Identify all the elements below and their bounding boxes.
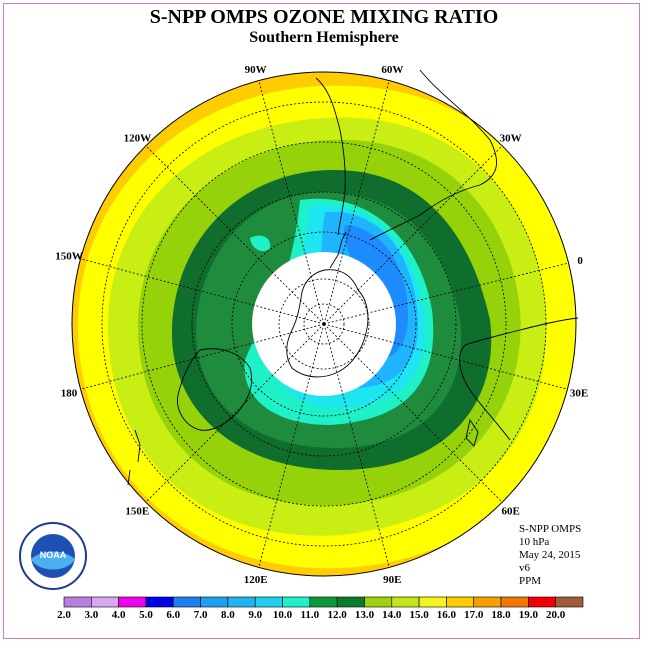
colorbar-tick-label: 2.0 — [57, 609, 71, 621]
africa-coast — [459, 317, 579, 441]
colorbar-swatch — [391, 596, 420, 608]
colorbar-swatch — [118, 596, 147, 608]
colorbar-swatch — [473, 596, 502, 608]
antarctica-coast — [286, 269, 369, 378]
colorbar-swatch — [418, 596, 447, 608]
meridian-line — [145, 145, 325, 325]
image-frame — [3, 3, 640, 639]
meridian-line — [258, 323, 325, 568]
info-version: v6 — [519, 562, 530, 574]
noaa-logo: NOAA — [19, 522, 87, 590]
longitude-label: 180 — [61, 387, 78, 399]
latitude-circle-inner — [303, 303, 345, 345]
new-zealand-coast — [127, 429, 141, 486]
colorbar-tick-label: 11.0 — [301, 609, 320, 621]
meridian-line — [258, 80, 325, 325]
colorbar-swatch — [145, 596, 174, 608]
longitude-label: 60W — [381, 64, 403, 76]
colorbar-swatch — [555, 596, 584, 608]
meridian-line — [323, 323, 568, 390]
latitude-circle — [231, 231, 417, 417]
colorbar-tick-label: 4.0 — [112, 609, 126, 621]
meridian-line — [323, 145, 503, 325]
colorbar-tick-label: 13.0 — [355, 609, 375, 621]
meridian-line — [80, 258, 325, 325]
antarctic-peninsula — [329, 231, 347, 269]
colorbar-swatch — [91, 596, 119, 608]
meridian-line — [323, 323, 390, 568]
meridian-line — [323, 323, 503, 503]
colorbar-swatch — [500, 596, 529, 608]
colorbar-swatch — [336, 596, 365, 608]
colorbar-tick-label: 5.0 — [139, 609, 153, 621]
info-date: May 24, 2015 — [519, 549, 581, 561]
colorbar-swatch — [364, 596, 393, 608]
colorbar-tick-label: 15.0 — [409, 609, 429, 621]
colorbar-tick-label: 16.0 — [437, 609, 457, 621]
colorbar-swatch — [309, 596, 338, 608]
longitude-label: 120W — [124, 132, 152, 144]
colorbar-tick-label: 10.0 — [273, 609, 293, 621]
colorbar-tick-label: 8.0 — [221, 609, 235, 621]
colorbar-tick-label: 3.0 — [84, 609, 98, 621]
chart-title: S-NPP OMPS OZONE MIXING RATIO — [149, 6, 499, 28]
longitude-label: 0 — [577, 255, 583, 267]
longitude-label: 150E — [125, 506, 149, 518]
meridian-line — [145, 323, 325, 503]
latitude-circle — [191, 191, 457, 457]
colorbar-swatch — [172, 596, 201, 608]
colorbar-swatch — [200, 596, 229, 608]
colorbar-tick-label: 20.0 — [546, 609, 566, 621]
latitude-circle — [141, 141, 507, 507]
longitude-label: 150W — [55, 251, 83, 263]
colorbar-tick-label: 9.0 — [248, 609, 262, 621]
longitude-label: 90W — [245, 64, 267, 76]
island-10 — [250, 235, 271, 252]
colorbar-swatch — [282, 596, 311, 608]
meridian-line — [323, 80, 390, 325]
madagascar-coast — [465, 418, 479, 447]
colorbar-swatch — [254, 596, 283, 608]
colorbar-tick-label: 12.0 — [328, 609, 348, 621]
south-america-coast — [315, 69, 497, 241]
coastlines — [127, 69, 579, 486]
colorbar-tick-label: 17.0 — [464, 609, 484, 621]
colorbar-swatch — [227, 596, 256, 608]
map-boundary — [71, 71, 577, 577]
colorbar-tick-label: 14.0 — [382, 609, 402, 621]
info-panel: S-NPP OMPS 10 hPa May 24, 2015 v6 PPM — [519, 523, 581, 588]
colorbar-swatch — [446, 596, 475, 608]
longitude-label: 30W — [500, 132, 522, 144]
meridian-line — [80, 323, 325, 390]
info-instrument: S-NPP OMPS — [519, 523, 582, 535]
colorbar-tick-label: 7.0 — [194, 609, 208, 621]
longitude-label: 120E — [244, 574, 268, 586]
colorbar-tick-label: 6.0 — [166, 609, 180, 621]
colorbar-tick-label: 18.0 — [491, 609, 511, 621]
longitude-labels: 90W 60W 30W 0 30E 60E 90E 120E 150E 180 150W 120W — [55, 64, 588, 586]
australia-coast — [177, 348, 253, 431]
colorbar-swatch — [63, 596, 92, 608]
chart-subtitle: Southern Hemisphere — [249, 29, 399, 46]
latitude-circle-inner — [278, 278, 370, 370]
longitude-label: 60E — [502, 506, 520, 518]
longitude-label: 30E — [570, 387, 588, 399]
colorbar-tick-label: 19.0 — [519, 609, 539, 621]
noaa-logo-text: NOAA — [40, 550, 67, 560]
info-level: 10 hPa — [519, 536, 550, 548]
info-units: PPM — [519, 575, 542, 587]
longitude-label: 90E — [383, 574, 401, 586]
colorbar-swatch — [528, 596, 556, 608]
meridian-line — [323, 262, 569, 325]
